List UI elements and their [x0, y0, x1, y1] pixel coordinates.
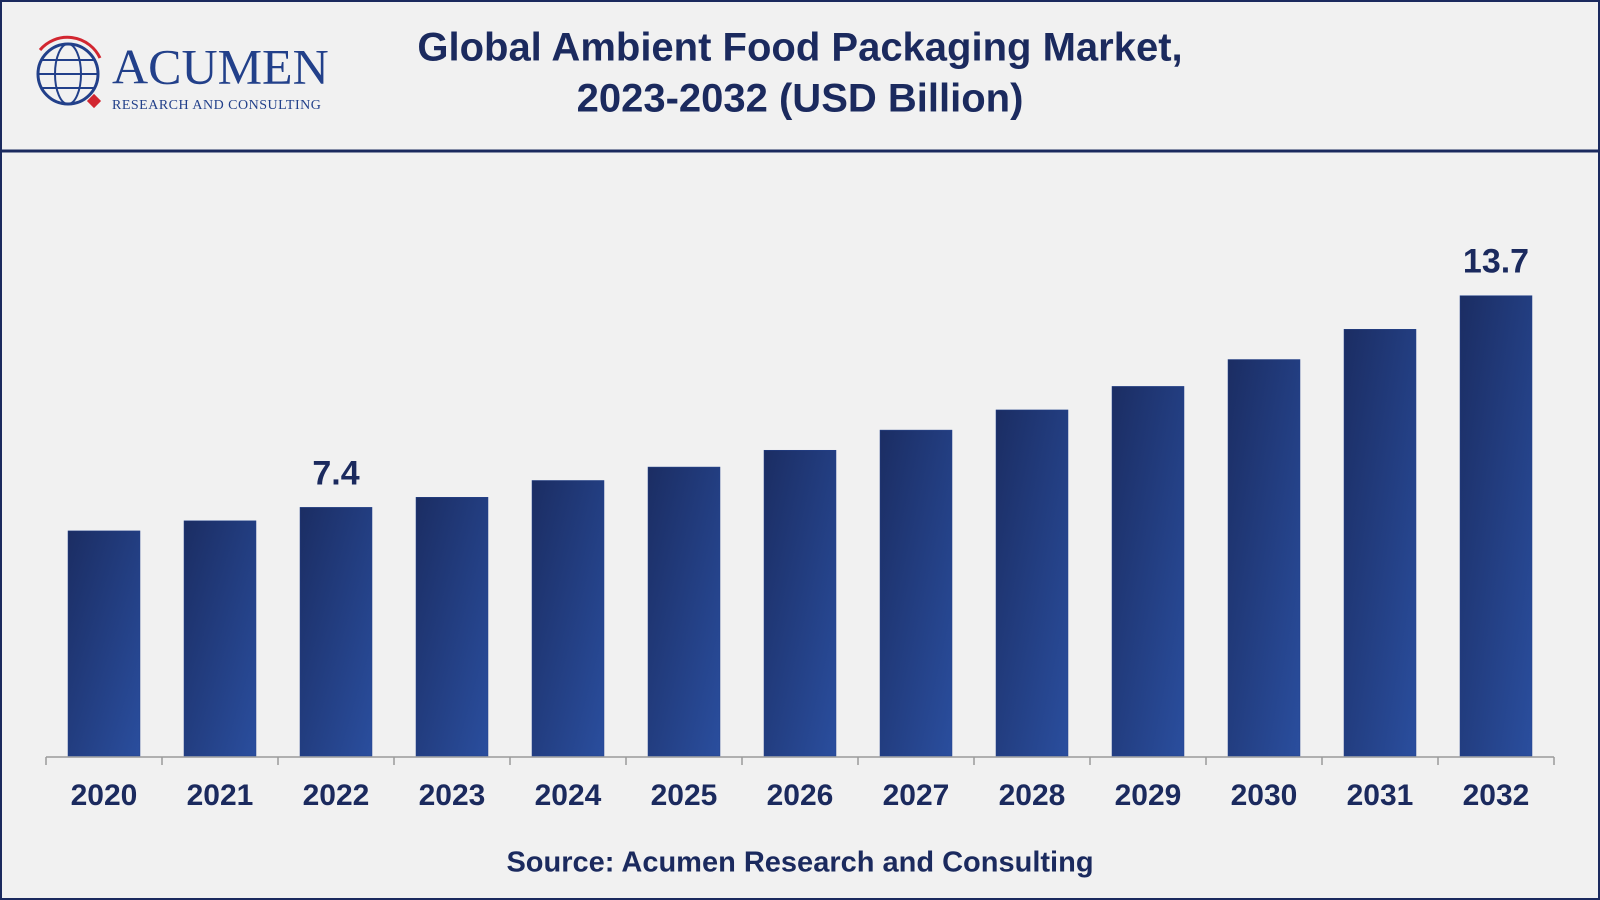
- logo: ACUMEN RESEARCH AND CONSULTING: [36, 35, 329, 113]
- x-tick-label: 2027: [883, 779, 950, 812]
- bar: [995, 409, 1069, 757]
- x-tick-label: 2029: [1115, 779, 1182, 812]
- x-tick-label: 2023: [419, 779, 486, 812]
- logo-swoosh: [38, 35, 102, 59]
- bar: [299, 507, 373, 757]
- x-tick-label: 2024: [535, 779, 602, 812]
- bar: [1227, 359, 1301, 757]
- bar: [1111, 386, 1185, 757]
- chart-title: Global Ambient Food Packaging Market,: [417, 26, 1182, 70]
- logo-name: ACUMEN: [112, 38, 329, 94]
- bar: [67, 530, 141, 757]
- x-tick-label: 2021: [187, 779, 254, 812]
- bar: [531, 480, 605, 757]
- source: Source: Acumen Research and Consulting: [506, 847, 1093, 879]
- x-tick-label: 2032: [1463, 779, 1530, 812]
- bar: [879, 429, 953, 757]
- x-tick-label: 2030: [1231, 779, 1298, 812]
- logo-tagline: RESEARCH AND CONSULTING: [112, 98, 321, 113]
- chart-subtitle: 2023-2032 (USD Billion): [577, 77, 1024, 121]
- x-tick-label: 2022: [303, 779, 370, 812]
- bar: [763, 449, 837, 757]
- value-label: 7.4: [312, 454, 359, 492]
- x-tick-label: 2026: [767, 779, 834, 812]
- bar: [647, 466, 721, 757]
- bar: [415, 497, 489, 757]
- x-tick-label: 2020: [71, 779, 138, 812]
- x-tick-label: 2028: [999, 779, 1066, 812]
- x-tick-label: 2031: [1347, 779, 1414, 812]
- bar: [183, 520, 257, 757]
- x-tick-label: 2025: [651, 779, 718, 812]
- bar: [1459, 295, 1533, 757]
- bar: [1343, 329, 1417, 757]
- value-label: 13.7: [1463, 243, 1529, 281]
